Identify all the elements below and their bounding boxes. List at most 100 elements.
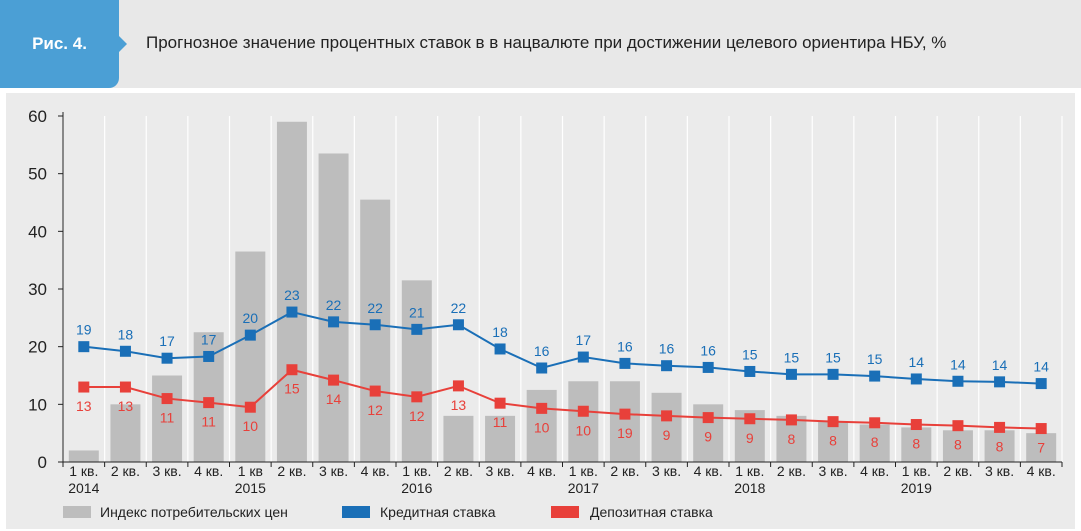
- cpi-bar: [901, 427, 932, 462]
- x-tick-label: 4 кв.: [194, 463, 223, 479]
- credit-rate-data-label: 14: [992, 357, 1008, 373]
- deposit-rate-data-label: 9: [746, 430, 754, 446]
- y-tick-label: 60: [28, 107, 47, 126]
- deposit-rate-data-label: 10: [534, 419, 550, 435]
- data-labels: 19 18 17 17 20 23 22 22 21 22 18 16 17 16 16 16 15 15 15 15…: [76, 287, 1049, 455]
- deposit-rate-marker: [452, 380, 464, 392]
- legend: Индекс потребительских цен Кредитная ста…: [63, 504, 713, 520]
- credit-rate-data-label: 16: [617, 338, 633, 354]
- deposit-rate-data-label: 12: [367, 402, 383, 418]
- credit-rate-data-label: 18: [118, 326, 134, 342]
- credit-rate-line: [83, 311, 1042, 385]
- credit-rate-marker: [577, 351, 589, 363]
- credit-rate-marker: [411, 323, 423, 335]
- credit-rate-marker: [661, 360, 673, 372]
- cpi-bar: [859, 424, 890, 462]
- deposit-rate-marker: [411, 391, 423, 403]
- deposit-rate-marker: [910, 419, 922, 431]
- credit-rate-series: [78, 306, 1047, 390]
- credit-rate-marker: [910, 373, 922, 385]
- x-tick-label: 1 кв: [238, 463, 263, 479]
- cpi-bar: [235, 251, 266, 462]
- x-tick-label: 2 кв.: [277, 463, 306, 479]
- cpi-bar: [276, 121, 307, 463]
- deposit-rate-data-label: 8: [996, 438, 1004, 454]
- x-tick-label: 4 кв.: [860, 463, 889, 479]
- credit-rate-marker: [994, 376, 1006, 388]
- x-tick-label: 4 кв.: [361, 463, 390, 479]
- deposit-rate-data-label: 8: [912, 436, 920, 452]
- credit-rate-data-label: 15: [825, 349, 841, 365]
- credit-rate-data-label: 16: [534, 343, 550, 359]
- credit-rate-marker: [827, 368, 839, 380]
- x-tick-label: 3 кв.: [985, 463, 1014, 479]
- credit-rate-data-label: 17: [159, 333, 175, 349]
- deposit-rate-data-label: 11: [201, 414, 216, 430]
- credit-rate-marker: [286, 306, 298, 318]
- y-tick-label: 0: [38, 453, 47, 472]
- credit-rate-marker: [536, 362, 548, 374]
- deposit-rate-marker: [827, 416, 839, 428]
- deposit-rate-marker: [994, 421, 1006, 433]
- deposit-rate-marker: [494, 397, 506, 409]
- figure-header: Рис. 4. Прогнозное значение процентных с…: [0, 0, 1081, 88]
- deposit-rate-marker: [161, 393, 173, 405]
- credit-rate-marker: [744, 365, 756, 377]
- credit-rate-data-label: 18: [492, 324, 508, 340]
- credit-rate-data-label: 22: [326, 297, 342, 313]
- legend-label-credit: Кредитная ставка: [380, 504, 496, 520]
- credit-rate-marker: [619, 357, 631, 369]
- legend-label-deposit: Депозитная ставка: [590, 504, 713, 520]
- deposit-rate-marker: [661, 410, 673, 422]
- credit-rate-data-label: 15: [784, 349, 800, 365]
- x-tick-label: 1 кв.: [402, 463, 431, 479]
- legend-swatch-credit: [342, 506, 370, 518]
- x-tick-label: 4 кв.: [1027, 463, 1056, 479]
- deposit-rate-marker: [785, 414, 797, 426]
- deposit-rate-data-label: 13: [118, 398, 134, 414]
- cpi-bar: [984, 430, 1015, 462]
- cpi-bar: [568, 381, 599, 462]
- y-axis-labels: 0 10 20 30 40 50 60: [28, 107, 47, 472]
- credit-rate-data-label: 16: [700, 342, 716, 358]
- deposit-rate-data-label: 8: [788, 431, 796, 447]
- cpi-bar: [401, 280, 432, 462]
- deposit-rate-data-label: 7: [1037, 440, 1045, 456]
- x-year-label: 2014: [68, 480, 99, 496]
- x-year-label: 2015: [235, 480, 266, 496]
- deposit-rate-data-label: 14: [326, 391, 342, 407]
- x-tick-label: 3 кв.: [818, 463, 847, 479]
- cpi-bar: [526, 389, 557, 462]
- figure-label: Рис. 4.: [0, 0, 119, 88]
- credit-rate-data-label: 17: [576, 332, 592, 348]
- deposit-rate-data-label: 15: [284, 381, 300, 397]
- x-tick-label: 1 кв.: [569, 463, 598, 479]
- credit-rate-marker: [161, 352, 173, 364]
- credit-rate-data-label: 21: [409, 304, 425, 320]
- figure-label-arrow: [119, 36, 127, 52]
- deposit-rate-marker: [869, 417, 881, 429]
- deposit-rate-marker: [536, 402, 548, 414]
- deposit-rate-marker: [244, 401, 256, 413]
- x-year-label: 2018: [734, 480, 765, 496]
- legend-swatch-deposit: [551, 506, 579, 518]
- deposit-rate-data-label: 12: [409, 408, 425, 424]
- credit-rate-data-label: 16: [659, 341, 675, 357]
- deposit-rate-marker: [119, 381, 131, 393]
- deposit-rate-data-label: 19: [617, 425, 633, 441]
- x-tick-label: 2 кв.: [777, 463, 806, 479]
- x-tick-label: 3 кв.: [152, 463, 181, 479]
- credit-rate-marker: [119, 345, 131, 357]
- deposit-rate-data-label: 9: [663, 427, 671, 443]
- cpi-bar: [609, 381, 640, 462]
- x-tick-label: 1 кв.: [902, 463, 931, 479]
- x-tick-label: 3 кв.: [485, 463, 514, 479]
- x-tick-label: 1 кв.: [735, 463, 764, 479]
- credit-rate-data-label: 22: [367, 300, 383, 316]
- cpi-bar: [651, 392, 682, 462]
- deposit-rate-marker: [577, 405, 589, 417]
- credit-rate-data-label: 15: [867, 351, 883, 367]
- x-year-label: 2016: [401, 480, 432, 496]
- deposit-rate-data-label: 10: [576, 422, 592, 438]
- credit-rate-marker: [1035, 378, 1047, 390]
